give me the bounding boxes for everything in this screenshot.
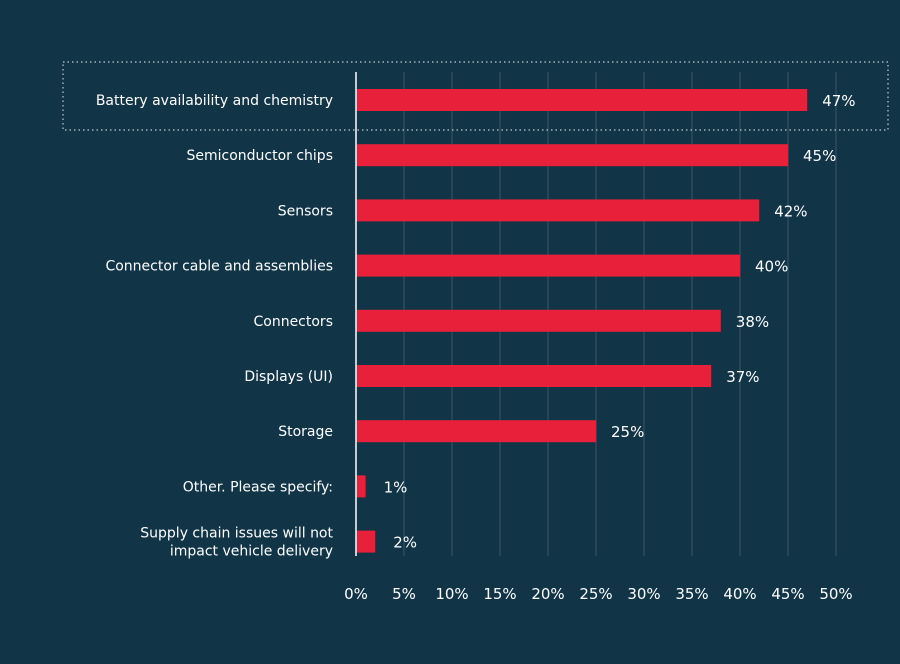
bar [356,420,596,443]
data-label: 37% [726,368,759,386]
x-tick-label: 45% [771,585,804,603]
category-label: Battery availability and chemistry [96,93,333,109]
data-label: 40% [755,258,788,276]
data-label: 38% [736,313,769,331]
bar [356,199,760,222]
x-tick-label: 20% [531,585,564,603]
highlight-box [62,61,889,131]
bar [356,309,721,332]
category-label: Sensors [278,203,333,219]
x-tick-label: 50% [819,585,852,603]
category-label: Semiconductor chips [186,148,333,164]
category-label: impact vehicle delivery [170,544,333,560]
bar [356,254,740,277]
category-label: Displays (UI) [244,369,333,385]
x-tick-label: 5% [392,585,416,603]
category-label: Connectors [253,314,333,330]
category-label: Other. Please specify: [183,479,333,495]
category-label: Connector cable and assemblies [105,259,333,275]
category-label: Storage [278,424,333,440]
category-label: Supply chain issues will not [140,526,333,542]
x-tick-label: 0% [344,585,368,603]
data-label: 45% [803,147,836,165]
x-tick-label: 35% [675,585,708,603]
x-tick-label: 30% [627,585,660,603]
data-label: 2% [393,534,417,552]
data-label: 1% [384,478,408,496]
data-label: 42% [774,202,807,220]
x-tick-label: 10% [435,585,468,603]
bar [356,89,808,111]
x-tick-label: 40% [723,585,756,603]
data-label: 47% [822,92,855,110]
data-label: 25% [611,423,644,441]
x-tick-label: 15% [483,585,516,603]
x-tick-label: 25% [579,585,612,603]
bar [356,475,366,498]
bar [356,530,376,553]
bar [356,365,712,387]
bar [356,144,788,167]
